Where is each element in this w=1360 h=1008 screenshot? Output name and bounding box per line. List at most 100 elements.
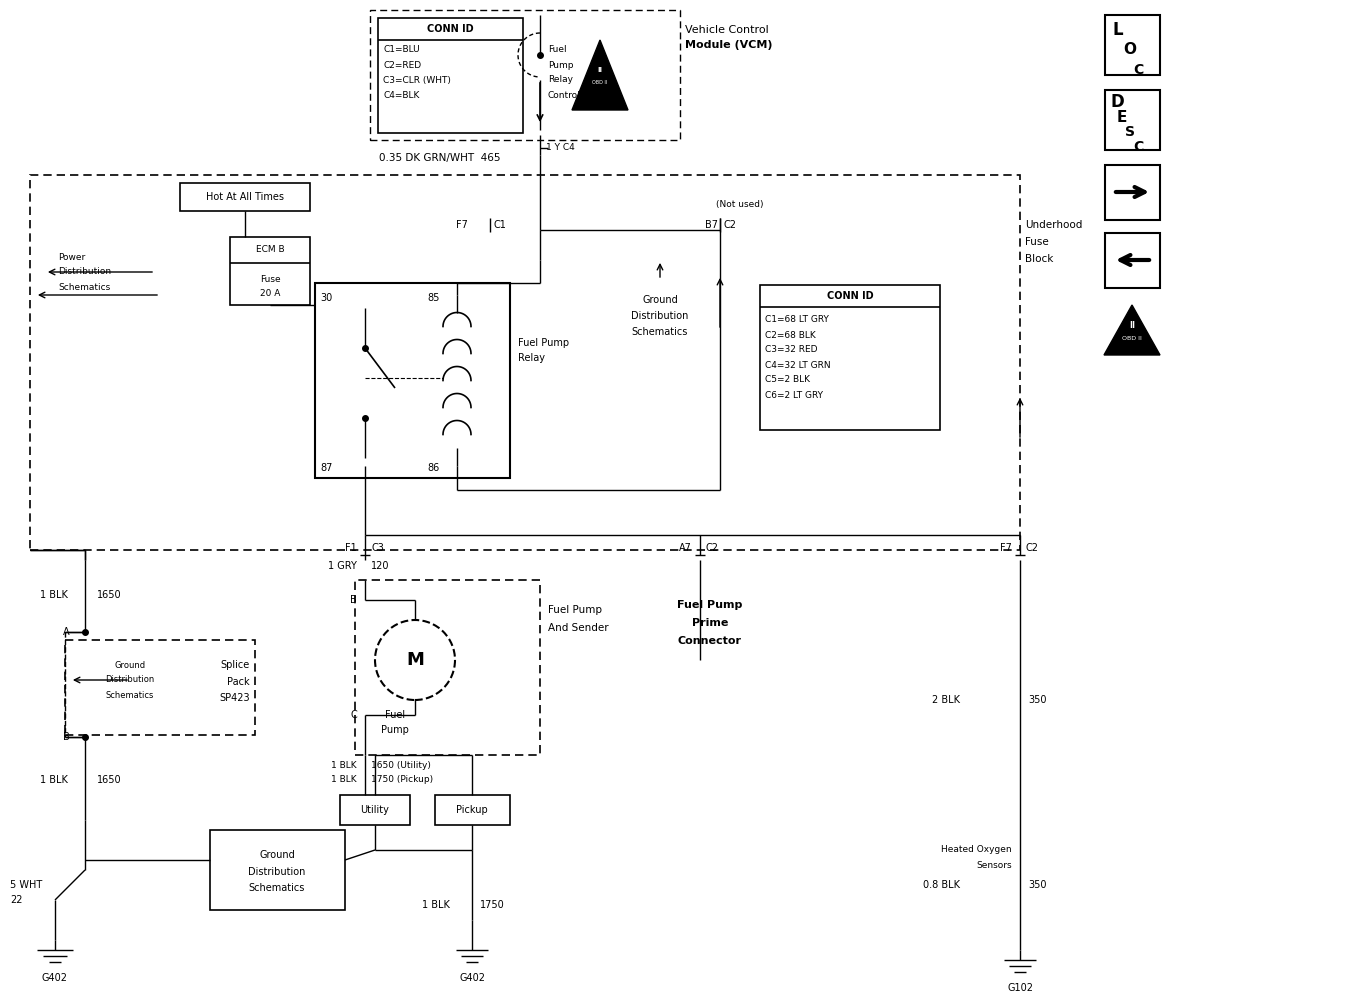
Text: A: A — [64, 627, 69, 637]
Bar — [65, 640, 256, 735]
Text: Heated Oxygen: Heated Oxygen — [941, 846, 1012, 855]
Bar — [370, 10, 680, 140]
Text: Ground: Ground — [642, 295, 677, 305]
Text: C4=BLK: C4=BLK — [384, 91, 419, 100]
Text: Pack: Pack — [227, 677, 250, 687]
Text: Relay: Relay — [548, 76, 573, 85]
Bar — [760, 285, 940, 430]
Text: Schematics: Schematics — [249, 883, 305, 893]
Text: C: C — [1133, 140, 1144, 154]
Text: Distribution: Distribution — [58, 267, 112, 276]
Text: C2=RED: C2=RED — [384, 60, 422, 70]
Bar — [1104, 15, 1160, 75]
Text: Utility: Utility — [360, 805, 389, 815]
Text: 350: 350 — [1028, 880, 1046, 890]
Text: SP423: SP423 — [219, 694, 250, 703]
Text: F7: F7 — [456, 220, 468, 230]
Text: Fuel: Fuel — [385, 710, 405, 720]
Bar — [230, 237, 310, 305]
Text: Hot At All Times: Hot At All Times — [205, 192, 284, 202]
Text: 87: 87 — [320, 463, 332, 473]
Text: C6=2 LT GRY: C6=2 LT GRY — [764, 390, 823, 399]
Text: C4=32 LT GRN: C4=32 LT GRN — [764, 361, 831, 370]
Text: M: M — [407, 651, 424, 669]
Text: Ground: Ground — [260, 850, 295, 860]
Text: C5=2 BLK: C5=2 BLK — [764, 376, 811, 384]
Text: A7: A7 — [679, 543, 692, 553]
Text: C3: C3 — [371, 543, 384, 553]
Text: 1 BLK: 1 BLK — [332, 775, 356, 784]
Text: Fuse: Fuse — [260, 274, 280, 283]
Text: B: B — [351, 595, 356, 605]
Text: S: S — [1125, 125, 1136, 139]
Text: C2=68 BLK: C2=68 BLK — [764, 331, 816, 340]
Text: 120: 120 — [371, 561, 389, 571]
Text: B: B — [64, 732, 69, 742]
Text: 350: 350 — [1028, 695, 1046, 705]
Text: Pump: Pump — [381, 725, 409, 735]
Text: 85: 85 — [427, 293, 439, 303]
Text: OBD II: OBD II — [1122, 336, 1142, 341]
Text: C1=68 LT GRY: C1=68 LT GRY — [764, 316, 828, 325]
Text: C1=BLU: C1=BLU — [384, 45, 420, 54]
Text: G402: G402 — [42, 973, 68, 983]
Text: 1650 (Utility): 1650 (Utility) — [371, 760, 431, 769]
Bar — [1104, 90, 1160, 150]
Text: C: C — [1133, 62, 1144, 77]
Text: C2: C2 — [724, 220, 737, 230]
Text: 1 BLK: 1 BLK — [422, 900, 450, 910]
Text: Vehicle Control: Vehicle Control — [685, 25, 768, 35]
Bar — [1104, 165, 1160, 220]
Text: Underhood: Underhood — [1025, 220, 1083, 230]
Text: Relay: Relay — [518, 353, 545, 363]
Text: 0.8 BLK: 0.8 BLK — [923, 880, 960, 890]
Text: 1 BLK: 1 BLK — [39, 590, 68, 600]
Text: Block: Block — [1025, 254, 1054, 264]
Text: C1: C1 — [494, 220, 507, 230]
Text: 20 A: 20 A — [260, 289, 280, 298]
Text: F7: F7 — [1000, 543, 1012, 553]
Text: 1 BLK: 1 BLK — [332, 760, 356, 769]
Text: F1: F1 — [345, 543, 356, 553]
Bar — [209, 830, 345, 910]
Text: 1650: 1650 — [97, 775, 121, 785]
Text: Pickup: Pickup — [456, 805, 488, 815]
Text: 0.35 DK GRN/WHT  465: 0.35 DK GRN/WHT 465 — [379, 153, 500, 163]
Bar — [355, 580, 540, 755]
Text: And Sender: And Sender — [548, 623, 609, 633]
Text: 1 Y C4: 1 Y C4 — [545, 142, 574, 151]
Text: 30: 30 — [320, 293, 332, 303]
Text: Module (VCM): Module (VCM) — [685, 40, 772, 50]
Text: II: II — [1129, 321, 1136, 330]
Text: Ground: Ground — [114, 660, 146, 669]
Text: 1650: 1650 — [97, 590, 121, 600]
Text: Power: Power — [58, 252, 86, 261]
Text: Distribution: Distribution — [105, 675, 155, 684]
Text: C3=32 RED: C3=32 RED — [764, 346, 817, 355]
Text: Fuel Pump: Fuel Pump — [518, 338, 568, 348]
Text: Pump: Pump — [548, 60, 574, 70]
Text: 1750: 1750 — [480, 900, 505, 910]
Text: 1 BLK: 1 BLK — [39, 775, 68, 785]
Text: CONN ID: CONN ID — [827, 291, 873, 301]
Text: Prime: Prime — [692, 618, 728, 628]
Bar — [378, 18, 524, 133]
Text: C2: C2 — [1025, 543, 1039, 553]
Bar — [30, 175, 1020, 550]
Text: Fuel: Fuel — [548, 45, 567, 54]
Text: Splice: Splice — [220, 660, 250, 670]
Text: Fuel Pump: Fuel Pump — [548, 605, 602, 615]
Bar — [1104, 233, 1160, 288]
Text: C2: C2 — [706, 543, 719, 553]
Text: Connector: Connector — [679, 636, 743, 646]
Text: Control: Control — [548, 91, 581, 100]
Text: 2 BLK: 2 BLK — [932, 695, 960, 705]
Text: Fuse: Fuse — [1025, 237, 1049, 247]
Text: Schematics: Schematics — [58, 282, 110, 291]
Text: E: E — [1117, 110, 1127, 125]
Text: 5 WHT: 5 WHT — [10, 880, 42, 890]
Text: 1 GRY: 1 GRY — [328, 561, 356, 571]
Text: Fuel Pump: Fuel Pump — [677, 600, 743, 610]
Bar — [316, 283, 510, 478]
Bar — [340, 795, 409, 825]
